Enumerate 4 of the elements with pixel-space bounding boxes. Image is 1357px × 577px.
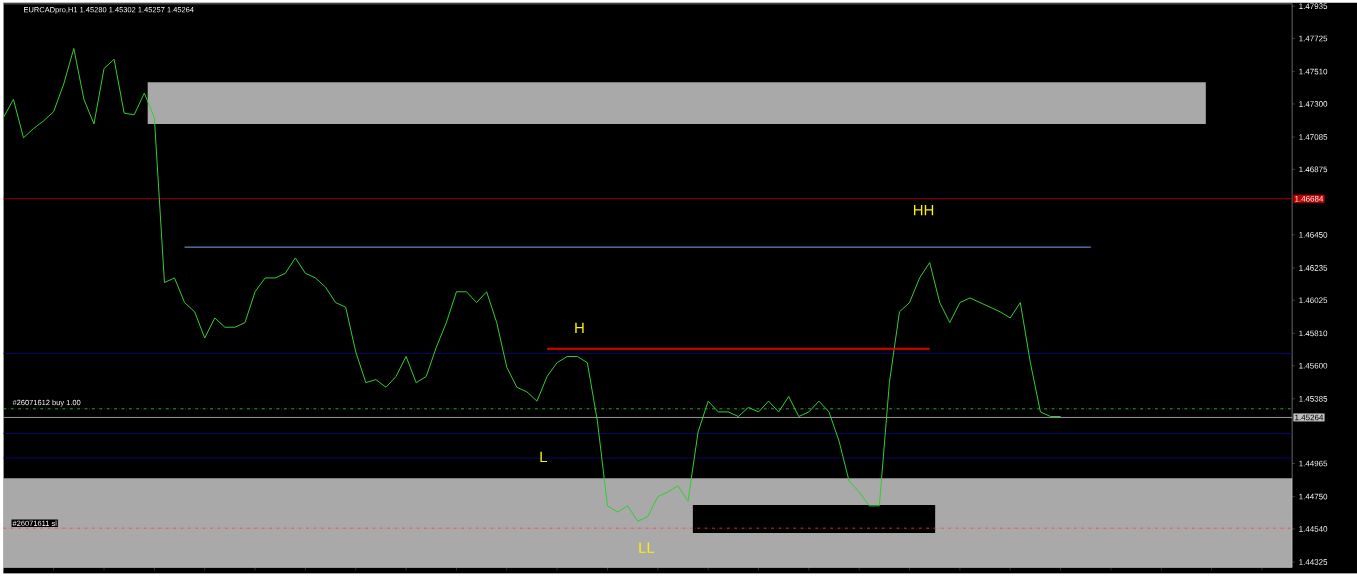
annotation: LL bbox=[639, 542, 655, 553]
annotation: H bbox=[575, 322, 584, 333]
annotation: L bbox=[540, 451, 548, 462]
annotation: HH bbox=[913, 204, 934, 216]
